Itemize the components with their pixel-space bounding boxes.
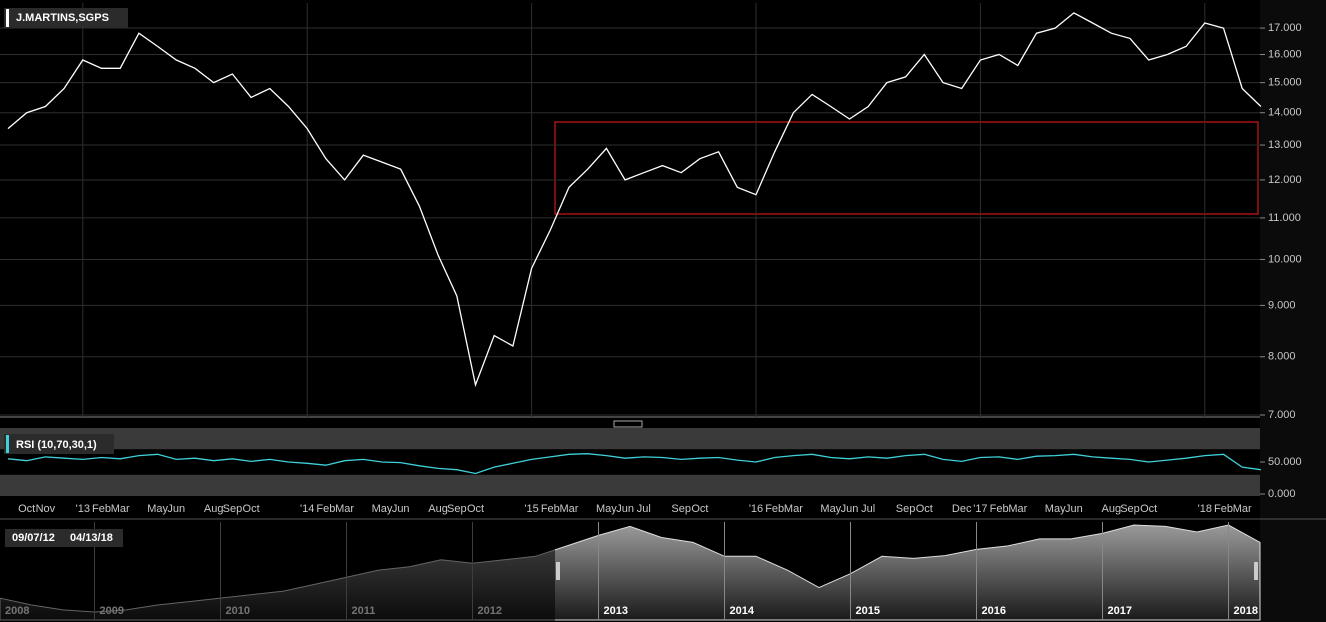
x-tick-label: '16 — [749, 503, 763, 515]
x-tick-label: Jul — [861, 503, 875, 515]
x-tick-label: Mar — [1008, 503, 1027, 515]
y-tick-label: 0.000 — [1268, 488, 1296, 500]
range-start: 09/07/12 — [12, 532, 55, 544]
x-tick-label: '18 — [1198, 503, 1212, 515]
x-tick-label: '13 — [76, 503, 90, 515]
x-tick-label: Aug — [1102, 503, 1122, 515]
x-tick-label: Mar — [111, 503, 130, 515]
x-tick-label: '17 — [973, 503, 987, 515]
x-tick-label: May — [596, 503, 617, 515]
x-tick-label: Feb — [765, 503, 784, 515]
chart-title: J.MARTINS,SGPS — [16, 12, 109, 24]
x-tick-label: Aug — [204, 503, 224, 515]
x-tick-label: Oct — [916, 503, 933, 515]
y-tick-label: 16.000 — [1268, 48, 1302, 60]
x-tick-label: Jun — [167, 503, 185, 515]
x-tick-label: Dec — [952, 503, 972, 515]
rsi-band — [0, 474, 1260, 496]
x-tick-label: Mar — [335, 503, 354, 515]
range-handle[interactable] — [556, 562, 560, 580]
year-label: 2018 — [1234, 605, 1258, 617]
year-label: 2017 — [1108, 605, 1132, 617]
x-tick-label: May — [820, 503, 841, 515]
y-tick-label: 12.000 — [1268, 174, 1302, 186]
x-tick-label: Nov — [36, 503, 56, 515]
x-tick-label: May — [372, 503, 393, 515]
range-box — [5, 529, 123, 547]
x-tick-label: Sep — [896, 503, 916, 515]
x-tick-label: May — [147, 503, 168, 515]
y-tick-label: 17.000 — [1268, 22, 1302, 34]
x-tick-label: Mar — [784, 503, 803, 515]
resize-handle[interactable] — [613, 420, 643, 428]
x-tick-label: Oct — [18, 503, 35, 515]
y-tick-label: 50.000 — [1268, 456, 1302, 468]
y-tick-label: 10.000 — [1268, 253, 1302, 265]
x-tick-label: Sep — [671, 503, 691, 515]
x-tick-label: Oct — [467, 503, 484, 515]
y-tick-label: 7.000 — [1268, 409, 1296, 421]
title-marker — [6, 9, 9, 27]
x-tick-label: '15 — [524, 503, 538, 515]
x-tick-label: Jun — [1065, 503, 1083, 515]
price-line — [7, 453, 1261, 475]
year-label: 2013 — [604, 605, 628, 617]
year-label: 2015 — [856, 605, 880, 617]
x-tick-label: Oct — [691, 503, 708, 515]
price-line — [7, 12, 1262, 388]
x-tick-label: '14 — [300, 503, 314, 515]
rsi-title: RSI (10,70,30,1) — [16, 439, 97, 451]
x-tick-label: Feb — [541, 503, 560, 515]
title-box — [4, 8, 128, 28]
rsi-title-box — [4, 434, 114, 454]
rsi-marker — [6, 435, 9, 453]
y-tick-label: 13.000 — [1268, 139, 1302, 151]
x-tick-label: Mar — [560, 503, 579, 515]
x-tick-label: Sep — [447, 503, 467, 515]
x-tick-label: Jul — [637, 503, 651, 515]
rsi-band — [0, 428, 1260, 450]
x-tick-label: Mar — [1233, 503, 1252, 515]
x-tick-label: Feb — [92, 503, 111, 515]
y-tick-label: 14.000 — [1268, 107, 1302, 119]
x-tick-label: Feb — [1214, 503, 1233, 515]
axis-area — [1260, 0, 1326, 622]
year-label: 2016 — [982, 605, 1006, 617]
x-tick-label: Aug — [428, 503, 448, 515]
range-end: 04/13/18 — [70, 532, 113, 544]
year-label: 2014 — [730, 605, 755, 617]
x-tick-label: Oct — [1140, 503, 1157, 515]
x-tick-label: Jun — [392, 503, 410, 515]
y-tick-label: 15.000 — [1268, 77, 1302, 89]
highlight-box — [554, 121, 1259, 215]
y-tick-label: 8.000 — [1268, 351, 1296, 363]
x-tick-label: Sep — [223, 503, 243, 515]
x-tick-label: Oct — [243, 503, 260, 515]
x-tick-label: Jun — [616, 503, 634, 515]
x-tick-label: Feb — [990, 503, 1009, 515]
x-tick-label: Jun — [841, 503, 859, 515]
y-tick-label: 9.000 — [1268, 299, 1296, 311]
range-handle[interactable] — [1254, 562, 1258, 580]
x-tick-label: Feb — [316, 503, 335, 515]
x-tick-label: Sep — [1120, 503, 1140, 515]
x-tick-label: May — [1045, 503, 1066, 515]
y-tick-label: 11.000 — [1268, 212, 1301, 224]
